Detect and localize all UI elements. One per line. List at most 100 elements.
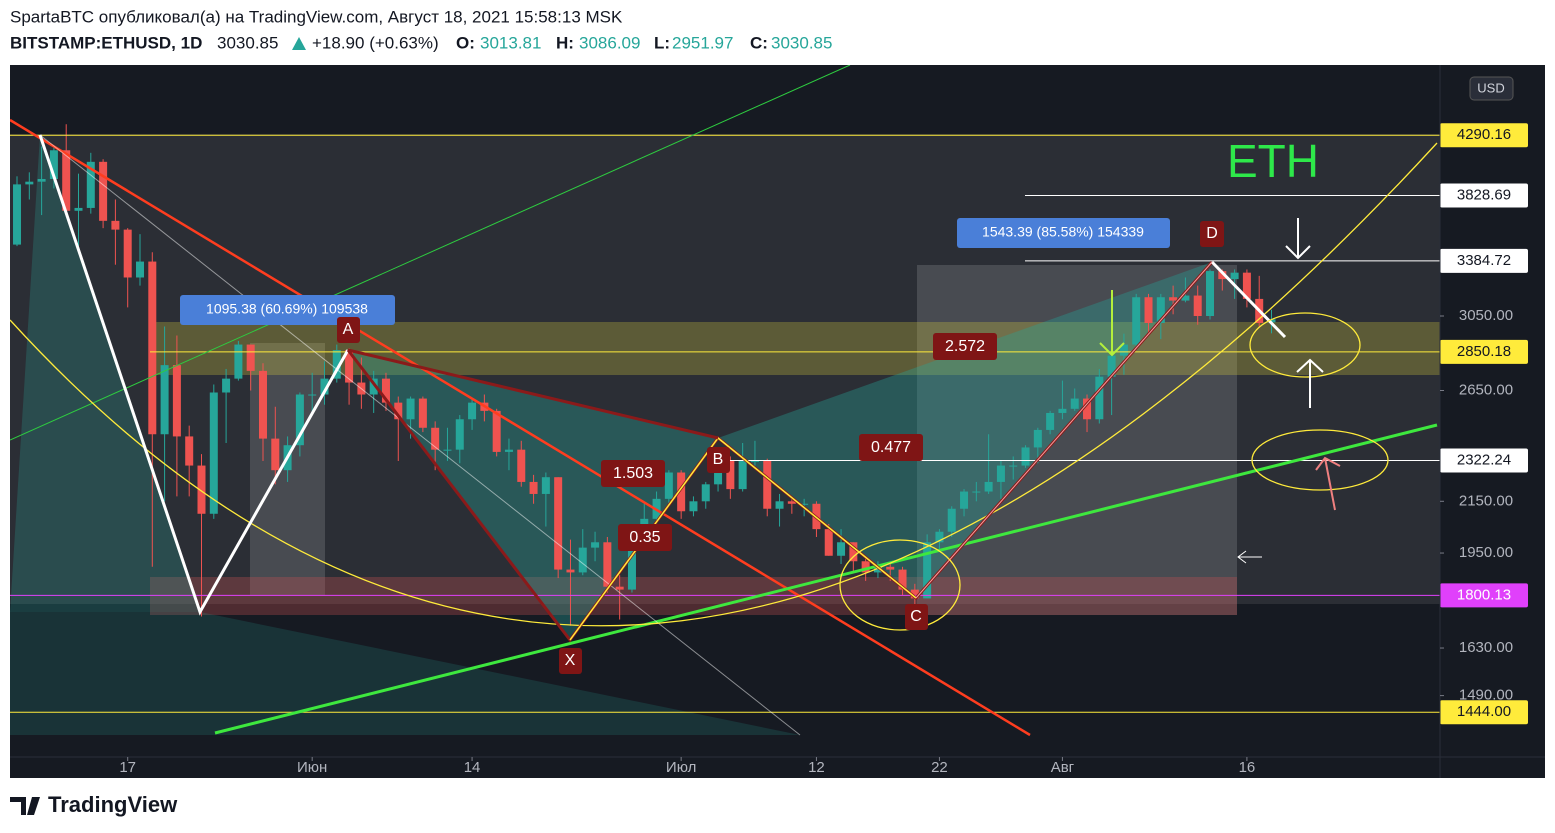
candle-body xyxy=(1206,271,1215,317)
candle-body xyxy=(1107,355,1116,377)
ratio-box xyxy=(618,524,672,551)
candle-body xyxy=(800,503,809,505)
candle-body xyxy=(492,410,501,452)
candle-body xyxy=(172,365,181,437)
candle-body xyxy=(1242,272,1251,299)
candle-body xyxy=(1070,398,1079,409)
trend-line xyxy=(10,65,851,441)
y-tick-label: 1630.00 xyxy=(1459,639,1513,656)
candle-body xyxy=(1083,398,1092,420)
logo-icon xyxy=(10,797,40,815)
point-label: D xyxy=(1206,225,1218,242)
candle-body xyxy=(1095,376,1104,420)
trend-line xyxy=(39,134,801,736)
candle-body xyxy=(25,181,34,185)
x-tick-label: 22 xyxy=(931,759,948,776)
candle-body xyxy=(209,392,218,514)
candle-body xyxy=(431,427,440,450)
candle-body xyxy=(984,481,993,492)
point-box xyxy=(559,648,582,674)
candle-body xyxy=(517,449,526,482)
drawings-back xyxy=(10,134,1440,735)
wedge xyxy=(10,612,800,735)
circle xyxy=(839,539,961,631)
candle-body xyxy=(1033,429,1042,448)
candle-body xyxy=(689,501,698,512)
level-box xyxy=(1440,123,1528,148)
candle-body xyxy=(295,394,304,446)
candle-body xyxy=(566,569,575,573)
candle-body xyxy=(123,229,132,278)
ratio-box xyxy=(859,434,923,461)
candle-body xyxy=(320,378,329,395)
candle-body xyxy=(394,402,403,420)
range-label: 1543.39 (85.58%) 154339 xyxy=(982,224,1144,240)
candle-body xyxy=(234,344,243,379)
candle-body xyxy=(615,586,624,590)
candle-body xyxy=(627,544,636,590)
candle-body xyxy=(49,150,58,179)
x-tick-label: Авг xyxy=(1051,759,1075,776)
candle-body xyxy=(898,569,907,590)
zone xyxy=(150,577,1237,615)
candle-body xyxy=(345,350,354,383)
candle-body xyxy=(726,460,735,490)
candle-body xyxy=(750,460,759,462)
ratio-label: 2.572 xyxy=(945,338,985,355)
axes: 3050.00 2650.00 2150.00 1950.00 1630.00 1490.… xyxy=(10,65,1545,778)
candle-body xyxy=(1119,344,1128,356)
arrow xyxy=(1315,456,1341,511)
x-tick-label: Июн xyxy=(297,759,327,776)
candle-body xyxy=(1058,408,1067,413)
candle-body xyxy=(886,566,895,570)
point-box xyxy=(707,447,730,473)
candle-body xyxy=(369,378,378,395)
ratio-label: 0.477 xyxy=(871,439,911,456)
point-label: C xyxy=(910,608,922,625)
ohlc-value: 3086.09 xyxy=(579,33,640,52)
candle-body xyxy=(1021,447,1030,466)
candle-body xyxy=(222,378,231,393)
leg xyxy=(915,261,1213,599)
candle-body xyxy=(935,531,944,543)
level-label: 3828.69 xyxy=(1457,186,1511,203)
drawings-front xyxy=(10,65,1438,737)
candle-body xyxy=(1132,297,1141,345)
candle-body xyxy=(738,460,747,490)
last-price: 3030.85 xyxy=(217,33,278,52)
level-box xyxy=(1440,183,1528,208)
candle-body xyxy=(603,542,612,587)
candle-body xyxy=(271,438,280,471)
level-label: 2850.18 xyxy=(1457,343,1511,360)
candle-body xyxy=(1046,412,1055,430)
pattern-bcd xyxy=(718,262,1212,598)
ratio-label: 0.35 xyxy=(629,529,660,546)
arrow xyxy=(1099,290,1125,357)
level-label: 2322.24 xyxy=(1457,451,1511,468)
candle-body xyxy=(837,542,846,556)
leg xyxy=(1210,260,1287,339)
currency-button[interactable] xyxy=(1469,76,1514,101)
ohlc-label: H: xyxy=(556,33,574,52)
circle xyxy=(1249,312,1361,378)
pattern-leg xyxy=(347,348,719,440)
level-box xyxy=(1440,339,1528,364)
candle-body xyxy=(849,542,858,562)
candle-body xyxy=(443,449,452,451)
candle-body xyxy=(541,477,550,494)
candle-body xyxy=(197,465,206,514)
candle-body xyxy=(86,161,95,208)
candle-body xyxy=(960,491,969,509)
candle-body xyxy=(13,184,22,245)
x-tick-label: 14 xyxy=(464,759,481,776)
candle-body xyxy=(406,398,415,420)
ohlc-value: 2951.97 xyxy=(672,33,733,52)
ohlc-value: 3013.81 xyxy=(480,33,541,52)
arrow xyxy=(1237,550,1262,564)
currency[interactable]: USD xyxy=(1477,80,1504,95)
level-box xyxy=(1440,248,1528,273)
ratio-box xyxy=(601,460,665,487)
candle-body xyxy=(99,161,108,221)
candle-body xyxy=(947,508,956,532)
